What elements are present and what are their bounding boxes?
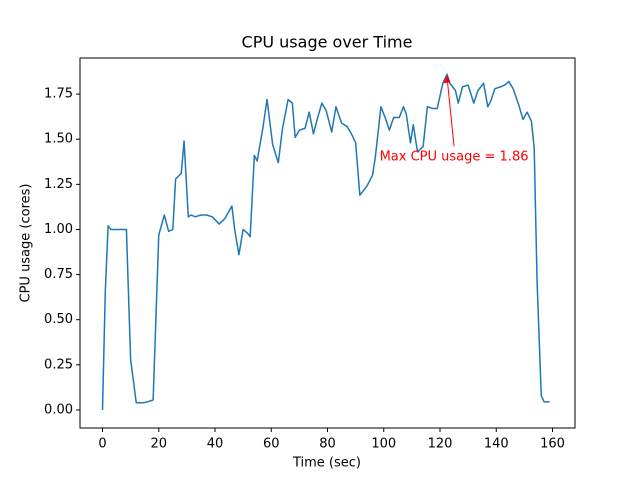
y-tick-label: 0.75	[44, 267, 73, 282]
chart-title: CPU usage over Time	[242, 33, 413, 52]
annotation-arrowhead	[443, 75, 451, 84]
x-tick-label: 40	[207, 437, 224, 452]
data-line	[101, 73, 550, 410]
x-tick-label: 100	[371, 437, 396, 452]
x-tick-label: 60	[263, 437, 280, 452]
x-tick-label: 120	[428, 437, 453, 452]
y-tick-label: 0.50	[44, 312, 73, 327]
y-tick-label: 1.00	[44, 222, 73, 237]
y-tick-label: 1.50	[44, 132, 73, 147]
x-tick-label: 80	[319, 437, 336, 452]
x-tick-label: 160	[540, 437, 565, 452]
annotation-arrow	[446, 77, 455, 147]
x-axis-label: Time (sec)	[292, 456, 361, 471]
x-tick-label: 0	[98, 437, 106, 452]
y-tick-label: 0.00	[44, 402, 73, 417]
y-axis-label: CPU usage (cores)	[19, 184, 34, 303]
x-tick-label: 140	[484, 437, 509, 452]
y-tick-label: 1.25	[44, 177, 73, 192]
annotation-text: Max CPU usage = 1.86	[380, 150, 529, 165]
y-tick-label: 1.75	[44, 87, 73, 102]
y-tick-label: 0.25	[44, 357, 73, 372]
x-tick-label: 20	[150, 437, 167, 452]
